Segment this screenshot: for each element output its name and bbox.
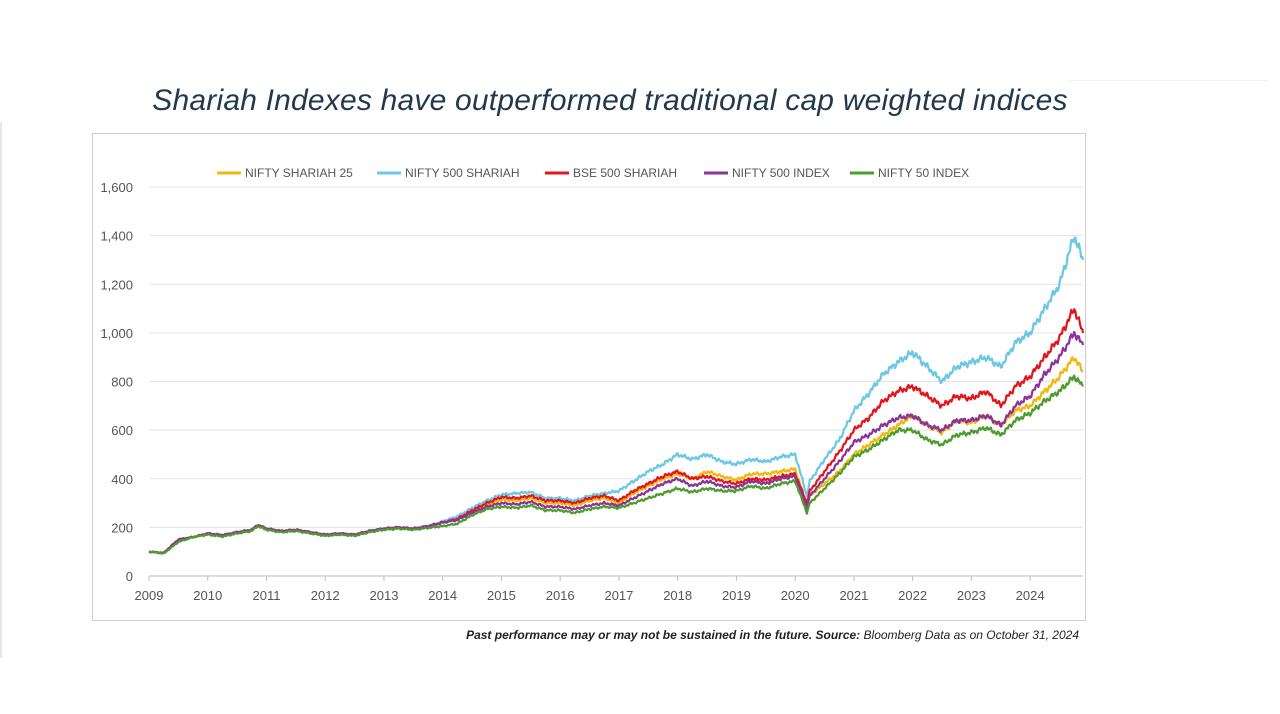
series-line-nifty-500-index <box>148 330 1085 554</box>
legend-label: BSE 500 SHARIAH <box>573 166 677 180</box>
series-line-nifty-50-index <box>148 374 1084 555</box>
y-tick-label: 600 <box>111 423 133 438</box>
y-tick-label: 400 <box>111 472 133 487</box>
x-tick-label: 2022 <box>898 588 927 603</box>
legend: NIFTY SHARIAH 25 NIFTY 500 SHARIAH BSE 500… <box>217 166 969 180</box>
footnote-source-label: Source: <box>815 628 861 642</box>
x-tick-label: 2024 <box>1016 588 1045 603</box>
y-tick-label: 200 <box>111 520 133 535</box>
x-tick-label: 2015 <box>487 588 516 603</box>
x-tick-label: 2010 <box>193 588 222 603</box>
y-tick-label: 1,600 <box>100 180 133 195</box>
y-tick-label: 800 <box>111 375 133 390</box>
y-tick-label: 0 <box>126 569 133 584</box>
x-tick-label: 2018 <box>663 588 692 603</box>
footnote: Past performance may or may not be susta… <box>466 628 1079 642</box>
legend-label: NIFTY 500 SHARIAH <box>405 166 519 180</box>
legend-label: NIFTY 500 INDEX <box>732 166 830 180</box>
y-tick-label: 1,000 <box>100 326 133 341</box>
footnote-disclaimer: Past performance may or may not be susta… <box>466 628 813 642</box>
series-line-nifty-shariah-25 <box>148 356 1084 555</box>
y-tick-label: 1,400 <box>100 229 133 244</box>
x-tick-label: 2019 <box>722 588 751 603</box>
x-tick-label: 2012 <box>311 588 340 603</box>
x-tick-label: 2011 <box>252 588 280 603</box>
x-tick-label: 2023 <box>957 588 986 603</box>
y-tick-label: 1,200 <box>100 277 133 292</box>
x-tick-label: 2014 <box>428 588 457 603</box>
y-axis: 0 200 400 600 800 1,000 1,200 1,400 1,600 <box>100 180 133 584</box>
x-tick-label: 2021 <box>839 588 868 603</box>
series-lines <box>148 236 1085 555</box>
x-axis: 2009 2010 2011 2012 2013 2014 2015 2016 2017 2018… <box>135 576 1045 603</box>
x-tick-label: 2016 <box>546 588 575 603</box>
x-tick-label: 2020 <box>781 588 810 603</box>
top-divider <box>1068 80 1268 81</box>
x-tick-label: 2009 <box>135 588 164 603</box>
legend-label: NIFTY SHARIAH 25 <box>245 166 353 180</box>
x-tick-label: 2017 <box>604 588 633 603</box>
left-divider <box>0 122 2 658</box>
footnote-source-text: Bloomberg Data as on October 31, 2024 <box>863 628 1079 642</box>
page-title: Shariah Indexes have outperformed tradit… <box>152 84 1068 117</box>
chart-frame: 0 200 400 600 800 1,000 1,200 1,400 1,600 2009 20… <box>92 133 1086 621</box>
legend-label: NIFTY 50 INDEX <box>878 166 969 180</box>
grid-lines <box>149 186 1083 577</box>
x-tick-label: 2013 <box>370 588 399 603</box>
